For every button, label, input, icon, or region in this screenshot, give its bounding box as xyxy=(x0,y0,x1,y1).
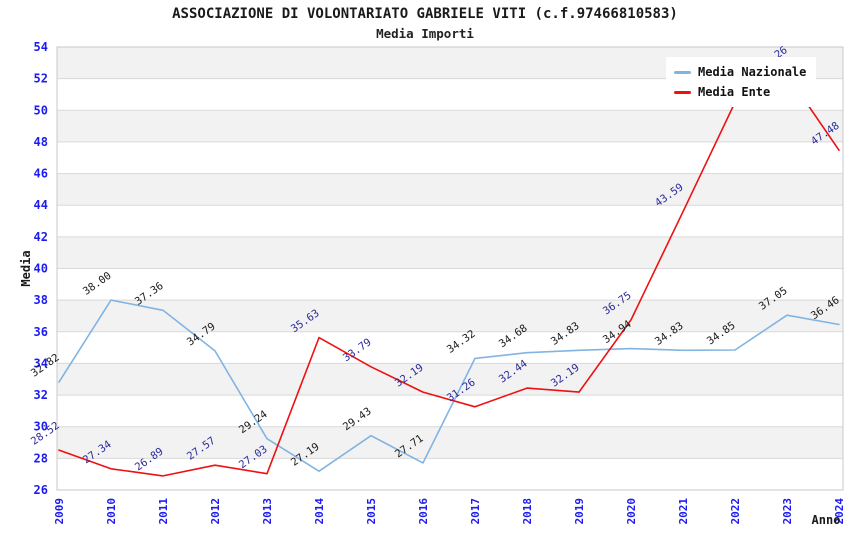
y-tick-label: 42 xyxy=(34,230,48,244)
x-tick-label: 2014 xyxy=(313,498,326,525)
y-tick-label: 48 xyxy=(34,135,48,149)
y-tick-label: 50 xyxy=(34,103,48,117)
x-tick-label: 2015 xyxy=(365,498,378,525)
grid-band xyxy=(57,426,843,459)
grid-band xyxy=(57,110,843,142)
legend-item-media-nazionale: Media Nazionale xyxy=(674,62,806,82)
line-media-ente xyxy=(58,73,840,477)
x-tick-label: 2020 xyxy=(625,498,638,525)
y-axis-title: Media xyxy=(19,250,33,286)
y-tick-label: 46 xyxy=(34,167,48,181)
y-tick-label: 36 xyxy=(34,325,48,339)
y-tick-label: 32 xyxy=(34,388,48,402)
data-point-label: 33.79 xyxy=(341,336,374,364)
x-tick-label: 2009 xyxy=(53,498,66,525)
grid-band xyxy=(57,300,843,332)
y-tick-label: 34 xyxy=(34,356,48,370)
y-tick-label: 26 xyxy=(34,483,48,497)
grid-band xyxy=(57,236,843,269)
legend-swatch-ente-icon xyxy=(674,90,691,94)
x-tick-label: 2023 xyxy=(781,498,794,525)
x-tick-label: 2013 xyxy=(261,498,274,525)
legend: Media Nazionale Media Ente xyxy=(666,57,817,107)
grid-band xyxy=(57,363,843,396)
y-tick-label: 54 xyxy=(34,40,48,54)
x-tick-label: 2019 xyxy=(573,498,586,525)
legend-label: Media Nazionale xyxy=(698,65,807,79)
line-media-nazionale xyxy=(58,299,840,473)
x-tick-label: 2024 xyxy=(833,498,846,525)
x-axis-title: Anno xyxy=(812,513,841,527)
chart-subtitle: Media Importi xyxy=(376,26,474,41)
y-tick-label: 28 xyxy=(34,451,48,465)
y-tick-label: 44 xyxy=(34,198,48,212)
legend-label: Media Ente xyxy=(698,85,771,99)
x-tick-label: 2022 xyxy=(729,498,742,525)
x-tick-label: 2016 xyxy=(417,498,430,525)
x-tick-label: 2012 xyxy=(209,498,222,525)
plot-border xyxy=(56,46,844,491)
grid-band xyxy=(57,173,843,206)
y-tick-label: 40 xyxy=(34,262,48,276)
chart-title: ASSOCIAZIONE DI VOLONTARIATO GABRIELE VI… xyxy=(172,6,678,22)
x-tick-label: 2011 xyxy=(157,498,170,525)
x-tick-label: 2021 xyxy=(677,498,690,525)
legend-item-media-ente: Media Ente xyxy=(674,82,806,102)
x-tick-label: 2010 xyxy=(105,498,118,525)
x-tick-label: 2018 xyxy=(521,498,534,525)
y-tick-label: 52 xyxy=(34,72,48,86)
y-tick-label: 38 xyxy=(34,293,48,307)
y-tick-label: 30 xyxy=(34,420,48,434)
legend-swatch-nazionale-icon xyxy=(674,70,691,74)
data-point-label: 38.00 xyxy=(81,270,114,298)
x-tick-label: 2017 xyxy=(469,498,482,525)
